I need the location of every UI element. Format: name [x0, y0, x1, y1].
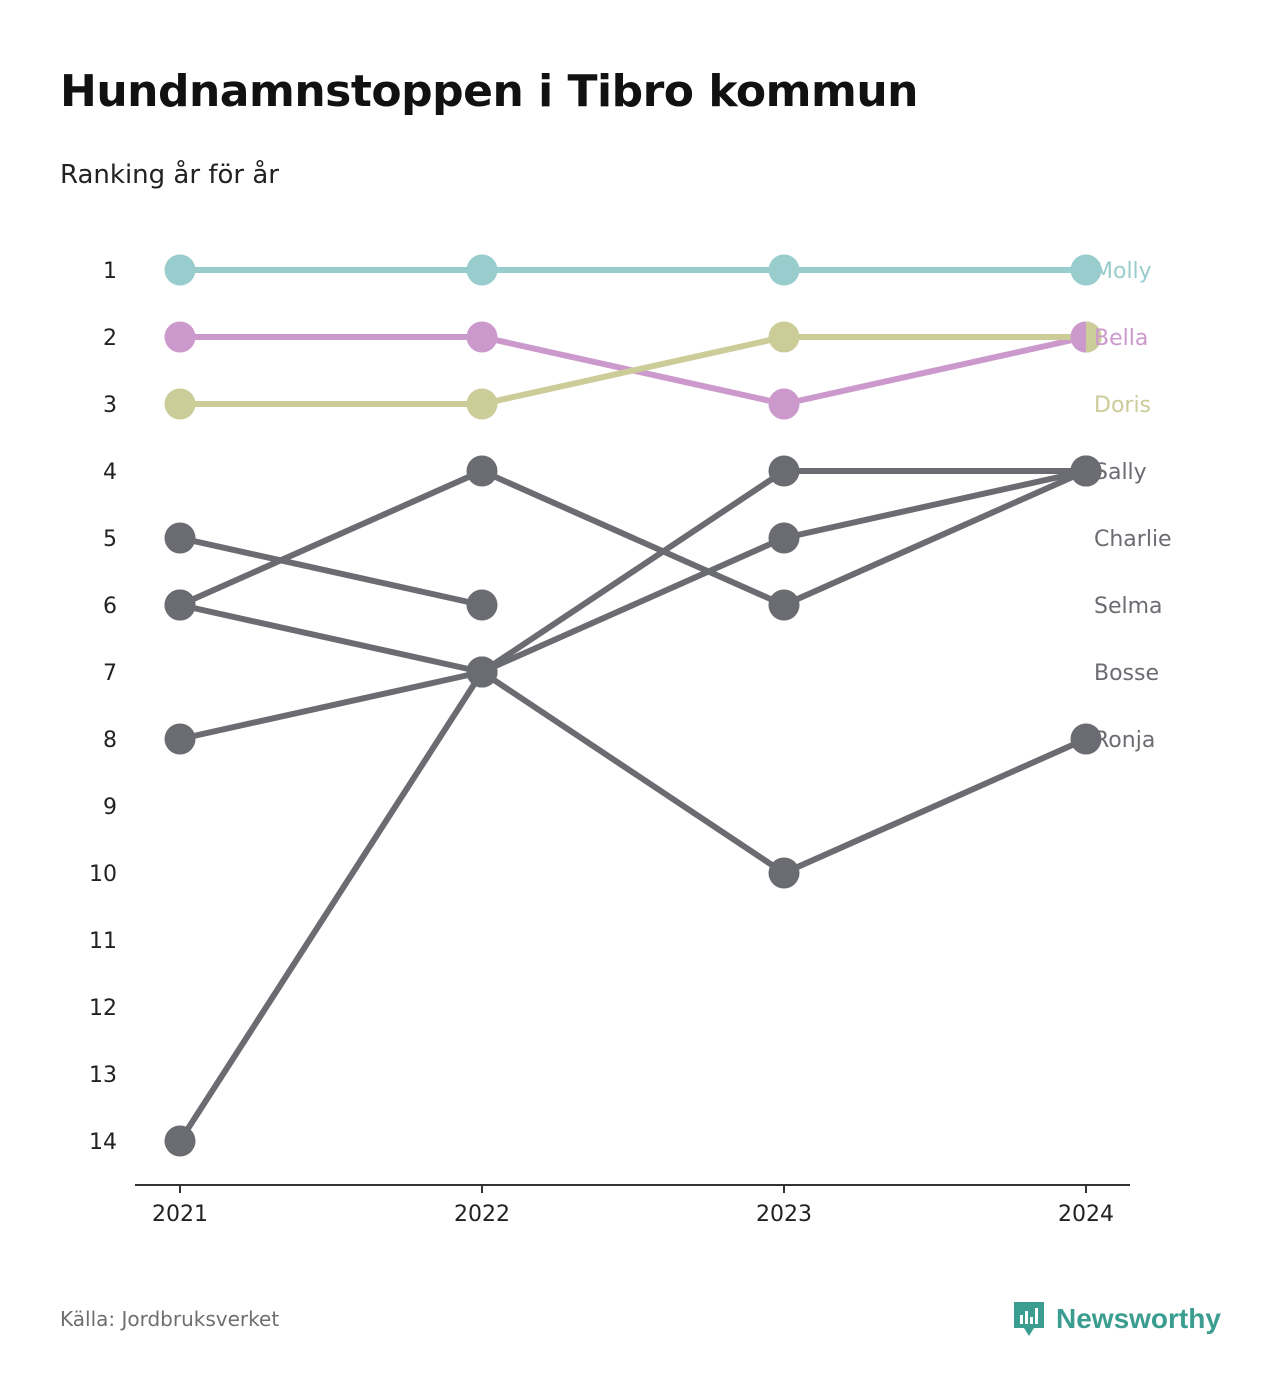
point-molly-2023 — [768, 254, 800, 286]
point-charlie-2021 — [164, 723, 196, 755]
series-line-bosse — [177, 535, 485, 608]
chart-subtitle: Ranking år för år — [60, 160, 279, 190]
series-lines — [177, 267, 1089, 1144]
y-tick-label-9: 9 — [103, 795, 117, 820]
brand-name: Newsworthy — [1056, 1303, 1221, 1334]
point-bella-half-2024 — [1070, 321, 1086, 353]
point-selma-2022 — [466, 455, 498, 487]
y-tick-label-7: 7 — [103, 661, 117, 686]
series-line-selma — [177, 468, 1089, 608]
point-molly-2024 — [1070, 254, 1102, 286]
point-doris-2023 — [768, 321, 800, 353]
point-selma-2023 — [768, 589, 800, 621]
newsworthy-icon — [1014, 1302, 1044, 1336]
end-label-molly: Molly — [1094, 259, 1152, 284]
point-ronja-2022 — [466, 656, 498, 688]
y-tick-label-10: 10 — [89, 862, 117, 887]
series-line-ronja — [177, 602, 1089, 876]
y-tick-label-13: 13 — [89, 1063, 117, 1088]
y-tick-label-8: 8 — [103, 728, 117, 753]
y-tick-label-14: 14 — [89, 1130, 117, 1155]
source-note: Källa: Jordbruksverket — [60, 1307, 280, 1331]
x-tick-label-2023: 2023 — [756, 1202, 812, 1227]
point-doris-2021 — [164, 388, 196, 420]
point-sally-2021 — [164, 1125, 196, 1157]
brand-logo: Newsworthy — [1012, 1300, 1221, 1338]
point-molly-2021 — [164, 254, 196, 286]
point-ronja-2023 — [768, 857, 800, 889]
point-charlie-2023 — [768, 522, 800, 554]
x-tick-label-2024: 2024 — [1058, 1202, 1114, 1227]
end-label-bosse: Bosse — [1094, 661, 1159, 686]
x-tick-label-2022: 2022 — [454, 1202, 510, 1227]
end-label-selma: Selma — [1094, 594, 1163, 619]
end-label-bella: Bella — [1094, 326, 1148, 351]
y-tick-label-4: 4 — [103, 460, 117, 485]
end-labels: Molly Bella Doris Sally Charlie Selma Bosse Ron… — [1094, 259, 1172, 753]
point-bosse-2021 — [164, 522, 196, 554]
point-bella-2021 — [164, 321, 196, 353]
point-doris-half-2024 — [1086, 321, 1102, 353]
end-label-sally: Sally — [1094, 460, 1147, 485]
end-label-doris: Doris — [1094, 393, 1151, 418]
series-line-doris — [177, 334, 1089, 407]
point-bella-2022 — [466, 321, 498, 353]
y-tick-label-12: 12 — [89, 996, 117, 1021]
point-selma-2024 — [1070, 455, 1102, 487]
point-bosse-2022 — [466, 589, 498, 621]
point-ronja-2021 — [164, 589, 196, 621]
y-tick-label-5: 5 — [103, 527, 117, 552]
x-tick-label-2021: 2021 — [152, 1202, 208, 1227]
end-label-ronja: Ronja — [1094, 728, 1155, 753]
series-line-sally — [177, 468, 1089, 1144]
point-sally-2023 — [768, 455, 800, 487]
y-tick-label-11: 11 — [89, 929, 117, 954]
end-label-charlie: Charlie — [1094, 527, 1172, 552]
y-tick-label-2: 2 — [103, 326, 117, 351]
point-bella-2023 — [768, 388, 800, 420]
y-tick-label-1: 1 — [103, 259, 117, 284]
series-points — [164, 254, 1102, 1157]
y-tick-label-6: 6 — [103, 594, 117, 619]
y-tick-label-3: 3 — [103, 393, 117, 418]
point-molly-2022 — [466, 254, 498, 286]
x-axis-ticks: 2021 2022 2023 2024 — [152, 1185, 1114, 1227]
chart-title: Hundnamnstoppen i Tibro kommun — [60, 66, 918, 117]
point-doris-2022 — [466, 388, 498, 420]
series-line-charlie — [177, 468, 1089, 742]
point-ronja-2024 — [1070, 723, 1102, 755]
